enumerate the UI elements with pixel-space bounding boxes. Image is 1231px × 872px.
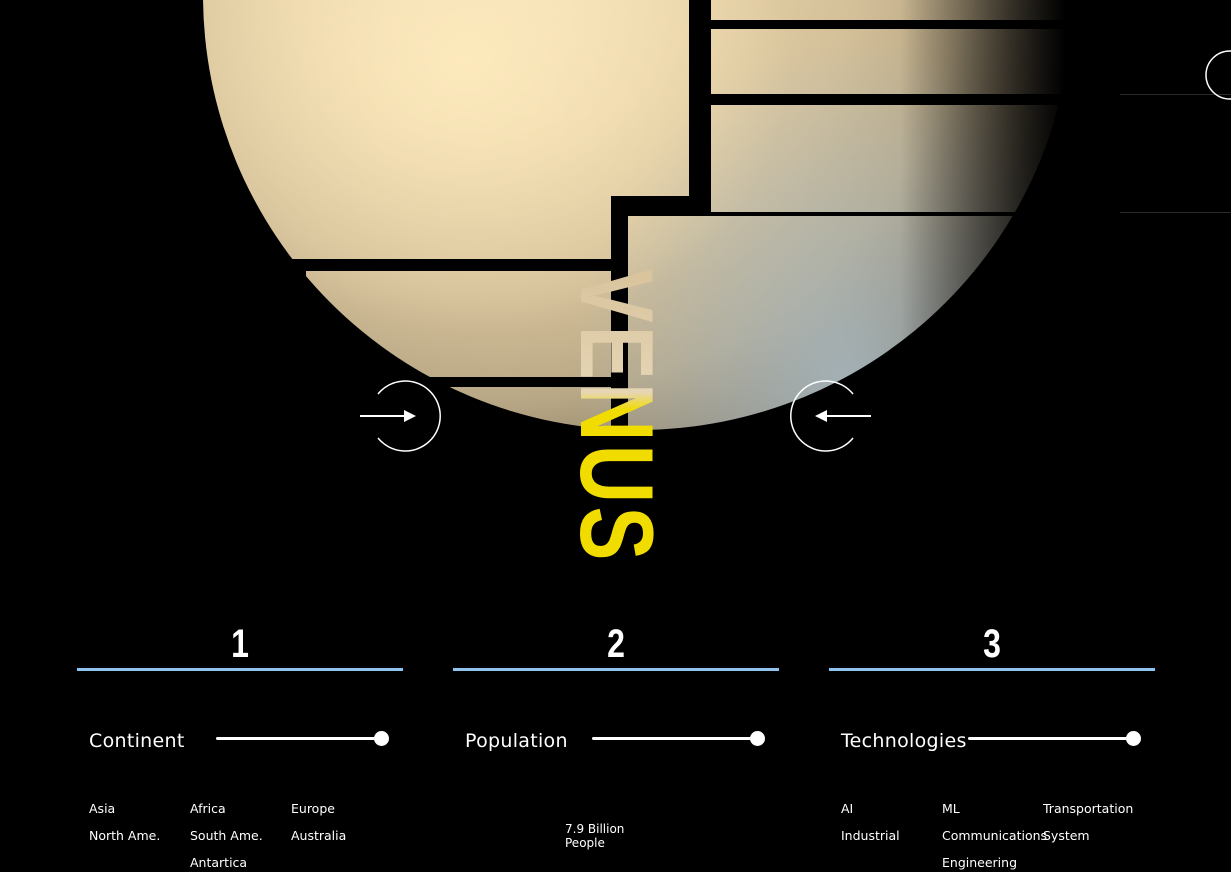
stat-column-continent: 1 Continent Asia Africa Europe North Ame… (77, 620, 403, 870)
planet-hero: VENUS (0, 0, 1231, 564)
tag-engineering[interactable]: Engineering (942, 855, 1017, 870)
column-number: 1 (231, 622, 249, 666)
nav-circle-icon[interactable] (1204, 50, 1231, 100)
arrow-right-circle-icon (360, 380, 441, 452)
continent-slider-knob[interactable] (374, 731, 389, 746)
divider-line (1120, 94, 1231, 95)
previous-planet-button[interactable] (358, 380, 442, 452)
column-number: 3 (983, 622, 1001, 666)
planet-title: VENUS (558, 268, 674, 563)
technologies-slider-knob[interactable] (1126, 731, 1141, 746)
tag-transportation[interactable]: Transportation (1043, 801, 1134, 816)
tag-ml[interactable]: ML (942, 801, 960, 816)
tag-empty (89, 854, 190, 872)
tag-asia[interactable]: Asia (89, 801, 116, 816)
stat-column-technologies: 3 Technologies AI ML Transportation Indu… (829, 620, 1155, 870)
column-number: 2 (607, 622, 625, 666)
tag-north-america[interactable]: North Ame. (89, 828, 161, 843)
column-rule (829, 668, 1155, 671)
tag-communications[interactable]: Communications (942, 828, 1048, 843)
next-planet-button[interactable] (789, 380, 873, 452)
tag-south-america[interactable]: South Ame. (190, 828, 263, 843)
column-header: Continent (77, 723, 403, 763)
population-label: Population (465, 730, 568, 752)
tag-empty (841, 854, 942, 872)
tag-antartica[interactable]: Antartica (190, 855, 248, 870)
tag-system[interactable]: System (1043, 828, 1090, 843)
column-rule (453, 668, 779, 671)
technologies-label: Technologies (841, 730, 967, 752)
continent-tags: Asia Africa Europe North Ame. South Ame.… (89, 800, 409, 872)
tag-empty (1043, 854, 1153, 872)
population-slider-track[interactable] (592, 737, 760, 740)
tag-ai[interactable]: AI (841, 801, 854, 816)
technology-tags: AI ML Transportation Industrial Communic… (841, 800, 1161, 872)
planet-name: VENUS (558, 268, 674, 564)
tag-industrial[interactable]: Industrial (841, 828, 900, 843)
column-header: Population (453, 723, 779, 763)
technologies-slider-track[interactable] (968, 737, 1136, 740)
tag-europe[interactable]: Europe (291, 801, 335, 816)
population-number: 7.9 Billion (565, 822, 625, 836)
population-slider-knob[interactable] (750, 731, 765, 746)
column-rule (77, 668, 403, 671)
continent-slider-track[interactable] (216, 737, 384, 740)
divider-line (1120, 212, 1231, 213)
continent-label: Continent (89, 730, 185, 752)
arrow-left-circle-icon (790, 380, 871, 452)
tag-empty (291, 854, 401, 872)
planet-image-area (0, 0, 1231, 431)
tag-australia[interactable]: Australia (291, 828, 347, 843)
stat-column-population: 2 Population 7.9 Billion People (453, 620, 779, 850)
frame-overlay (0, 0, 1231, 431)
column-header: Technologies (829, 723, 1155, 763)
tag-africa[interactable]: Africa (190, 801, 226, 816)
population-value: 7.9 Billion People (565, 822, 655, 850)
population-unit: People (565, 836, 605, 850)
